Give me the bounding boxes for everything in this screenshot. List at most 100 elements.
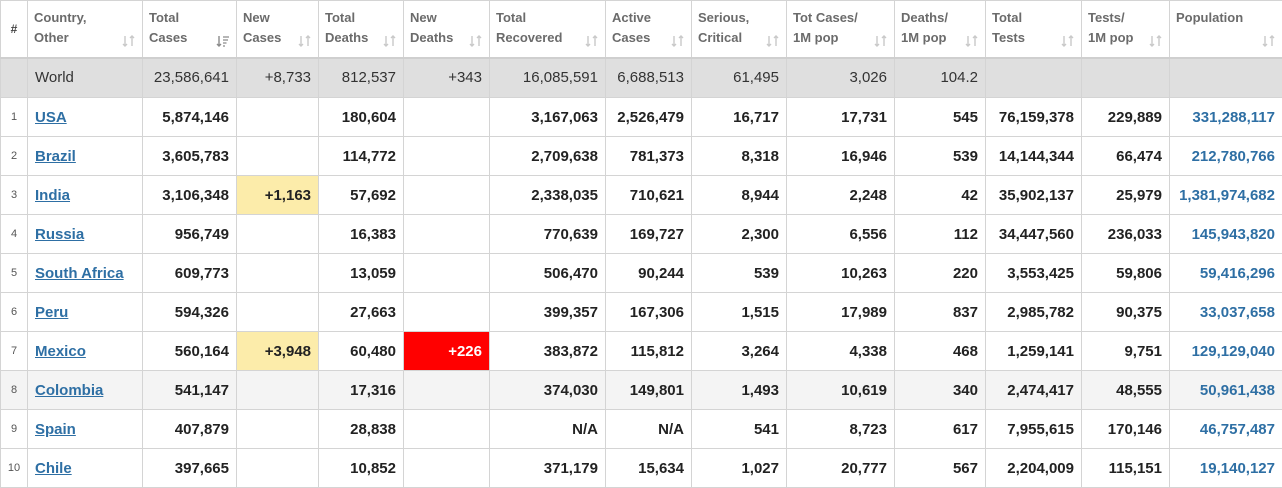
new-deaths-cell — [404, 293, 490, 332]
country-cell: India — [28, 176, 143, 215]
country-link[interactable]: Brazil — [35, 148, 76, 165]
column-header-label-line2: Other — [34, 28, 136, 48]
sort-desc-icon[interactable] — [216, 34, 230, 48]
column-header-label-line2: Recovered — [496, 28, 599, 48]
column-header-population[interactable]: Population — [1170, 1, 1282, 58]
sort-icon[interactable] — [298, 34, 312, 48]
country-link[interactable]: Mexico — [35, 343, 86, 360]
active-cases-cell: 2,526,479 — [606, 98, 692, 137]
sort-icon[interactable] — [1061, 34, 1075, 48]
active-cases-cell: 6,688,513 — [606, 58, 692, 98]
column-header-label-line1: Total — [325, 8, 397, 28]
sort-icon[interactable] — [1262, 34, 1276, 48]
column-header-label-line1: New — [243, 8, 312, 28]
country-cell: Colombia — [28, 371, 143, 410]
sort-icon[interactable] — [874, 34, 888, 48]
serious-critical-cell: 1,515 — [692, 293, 787, 332]
population-cell[interactable]: 33,037,658 — [1170, 293, 1282, 332]
world-row: World 23,586,641 +8,733 812,537 +343 16,… — [1, 58, 1282, 98]
active-cases-cell: 167,306 — [606, 293, 692, 332]
column-header-country[interactable]: Country,Other — [28, 1, 143, 58]
new-cases-cell: +3,948 — [237, 332, 319, 371]
population-cell[interactable]: 212,780,766 — [1170, 137, 1282, 176]
deaths-per-1m-cell: 617 — [895, 410, 986, 449]
tot-cases-per-1m-cell: 10,263 — [787, 254, 895, 293]
country-link[interactable]: Colombia — [35, 382, 103, 399]
population-cell[interactable]: 50,961,438 — [1170, 371, 1282, 410]
total-tests-cell: 2,204,009 — [986, 449, 1082, 488]
column-header-deaths-1m[interactable]: Deaths/1M pop — [895, 1, 986, 58]
country-link[interactable]: Russia — [35, 226, 84, 243]
new-deaths-cell — [404, 137, 490, 176]
country-link[interactable]: Peru — [35, 304, 68, 321]
new-deaths-cell — [404, 215, 490, 254]
total-recovered-cell: 506,470 — [490, 254, 606, 293]
column-header-serious-critical[interactable]: Serious,Critical — [692, 1, 787, 58]
column-header-tests-1m[interactable]: Tests/1M pop — [1082, 1, 1170, 58]
total-cases-cell: 3,106,348 — [143, 176, 237, 215]
column-header-label-line1: Tests/ — [1088, 8, 1163, 28]
sort-icon[interactable] — [585, 34, 599, 48]
country-link[interactable]: South Africa — [35, 265, 124, 282]
country-link[interactable]: USA — [35, 109, 67, 126]
country-link[interactable]: Spain — [35, 421, 76, 438]
country-cell: Brazil — [28, 137, 143, 176]
sort-icon[interactable] — [1149, 34, 1163, 48]
population-cell[interactable]: 46,757,487 — [1170, 410, 1282, 449]
column-header-tot-cases-1m[interactable]: Tot Cases/1M pop — [787, 1, 895, 58]
rank-cell: 3 — [1, 176, 28, 215]
sort-icon[interactable] — [383, 34, 397, 48]
active-cases-cell: 710,621 — [606, 176, 692, 215]
serious-critical-cell: 3,264 — [692, 332, 787, 371]
population-cell[interactable]: 331,288,117 — [1170, 98, 1282, 137]
new-cases-cell — [237, 254, 319, 293]
new-deaths-cell — [404, 98, 490, 137]
total-cases-cell: 5,874,146 — [143, 98, 237, 137]
population-cell[interactable]: 1,381,974,682 — [1170, 176, 1282, 215]
new-cases-cell: +1,163 — [237, 176, 319, 215]
tot-cases-per-1m-cell: 17,989 — [787, 293, 895, 332]
deaths-per-1m-cell: 112 — [895, 215, 986, 254]
total-cases-cell: 407,879 — [143, 410, 237, 449]
total-recovered-cell: 16,085,591 — [490, 58, 606, 98]
total-deaths-cell: 60,480 — [319, 332, 404, 371]
sort-icon[interactable] — [766, 34, 780, 48]
total-deaths-cell: 10,852 — [319, 449, 404, 488]
sort-icon[interactable] — [671, 34, 685, 48]
rank-cell — [1, 58, 28, 98]
tot-cases-per-1m-cell: 4,338 — [787, 332, 895, 371]
active-cases-cell: 15,634 — [606, 449, 692, 488]
total-recovered-cell: N/A — [490, 410, 606, 449]
population-cell[interactable]: 19,140,127 — [1170, 449, 1282, 488]
population-cell[interactable]: 59,416,296 — [1170, 254, 1282, 293]
rank-cell: 7 — [1, 332, 28, 371]
population-cell[interactable]: 145,943,820 — [1170, 215, 1282, 254]
column-header-label-line1: New — [410, 8, 483, 28]
new-cases-cell — [237, 137, 319, 176]
sort-icon[interactable] — [965, 34, 979, 48]
tests-per-1m-cell: 59,806 — [1082, 254, 1170, 293]
country-link[interactable]: Chile — [35, 460, 72, 477]
new-cases-cell — [237, 215, 319, 254]
sort-icon[interactable] — [122, 34, 136, 48]
rank-cell: 10 — [1, 449, 28, 488]
deaths-per-1m-cell: 340 — [895, 371, 986, 410]
rank-cell: 9 — [1, 410, 28, 449]
sort-icon[interactable] — [469, 34, 483, 48]
population-cell[interactable]: 129,129,040 — [1170, 332, 1282, 371]
total-deaths-cell: 16,383 — [319, 215, 404, 254]
total-tests-cell — [986, 58, 1082, 98]
tot-cases-per-1m-cell: 20,777 — [787, 449, 895, 488]
country-link[interactable]: India — [35, 187, 70, 204]
tot-cases-per-1m-cell: 2,248 — [787, 176, 895, 215]
tot-cases-per-1m-cell: 16,946 — [787, 137, 895, 176]
